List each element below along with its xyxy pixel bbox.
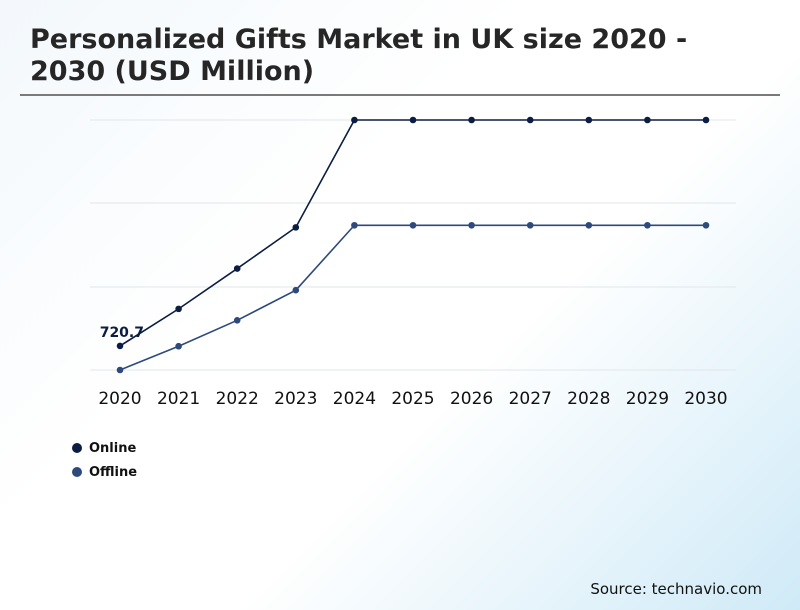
series-lines (119, 119, 706, 371)
x-tick-label: 2021 (157, 389, 200, 409)
x-tick-label: 2020 (98, 389, 141, 409)
x-axis-ticks: 2020 2021 2022 2023 2024 2025 2026 2027 2028 2029… (98, 389, 727, 409)
legend-item-online[interactable]: Online (72, 436, 137, 460)
data-point-offline[interactable] (175, 342, 182, 350)
x-tick-label: 2022 (216, 389, 259, 409)
data-point-offline[interactable] (468, 221, 475, 229)
data-point-offline[interactable] (116, 366, 124, 374)
source-credit: Source: technavio.com (590, 580, 762, 598)
legend-label-online: Online (89, 440, 137, 456)
data-point-online[interactable] (175, 305, 182, 313)
data-point-offline[interactable] (409, 221, 417, 229)
x-tick-label: 2023 (274, 389, 317, 409)
data-point-online[interactable] (702, 116, 710, 124)
chart-title: Personalized Gifts Market in UK size 202… (30, 24, 688, 87)
x-tick-label: 2024 (333, 389, 376, 409)
x-tick-label: 2027 (509, 389, 552, 409)
data-point-online[interactable] (116, 342, 124, 350)
legend-marker-offline (72, 467, 82, 477)
gridlines (90, 119, 736, 371)
series-line-offline (119, 224, 706, 371)
data-point-offline[interactable] (702, 221, 710, 229)
title-divider (20, 94, 780, 96)
data-point-offline[interactable] (526, 221, 534, 229)
data-point-online[interactable] (468, 116, 475, 124)
data-point-online[interactable] (292, 224, 300, 231)
data-point-online[interactable] (409, 116, 417, 124)
legend-label-offline: Offline (89, 464, 138, 480)
series-line-online (119, 119, 706, 347)
legend-item-offline[interactable]: Offline (72, 460, 137, 484)
data-point-offline[interactable] (292, 286, 300, 294)
data-label: 720.7 (100, 325, 144, 341)
data-point-offline[interactable] (351, 221, 358, 229)
data-point-online[interactable] (351, 116, 358, 124)
data-point-offline[interactable] (585, 221, 593, 229)
x-tick-label: 2029 (626, 389, 669, 409)
data-point-offline[interactable] (233, 317, 241, 324)
data-point-offline[interactable] (644, 221, 651, 229)
data-point-online[interactable] (526, 116, 534, 124)
x-tick-label: 2028 (567, 389, 610, 409)
data-point-online[interactable] (585, 116, 593, 124)
legend-marker-online (72, 443, 82, 453)
data-point-online[interactable] (644, 116, 651, 124)
x-tick-label: 2026 (450, 389, 493, 409)
legend: Online Offline (72, 436, 137, 484)
data-point-online[interactable] (233, 265, 241, 272)
x-tick-label: 2030 (684, 389, 727, 409)
data-labels: 720.7 (100, 325, 144, 341)
data-points (116, 116, 710, 374)
x-tick-label: 2025 (391, 389, 434, 409)
